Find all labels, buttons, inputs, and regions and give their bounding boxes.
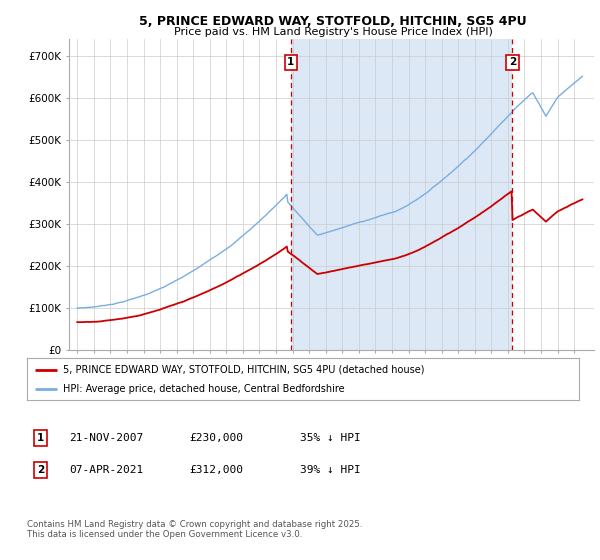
Text: £230,000: £230,000 xyxy=(189,433,243,443)
Text: 35% ↓ HPI: 35% ↓ HPI xyxy=(300,433,361,443)
Text: 2: 2 xyxy=(509,57,516,67)
Text: 07-APR-2021: 07-APR-2021 xyxy=(69,465,143,475)
Text: 5, PRINCE EDWARD WAY, STOTFOLD, HITCHIN, SG5 4PU: 5, PRINCE EDWARD WAY, STOTFOLD, HITCHIN,… xyxy=(139,15,527,28)
Text: Contains HM Land Registry data © Crown copyright and database right 2025.
This d: Contains HM Land Registry data © Crown c… xyxy=(27,520,362,539)
Text: 5, PRINCE EDWARD WAY, STOTFOLD, HITCHIN, SG5 4PU (detached house): 5, PRINCE EDWARD WAY, STOTFOLD, HITCHIN,… xyxy=(63,365,424,375)
Text: Price paid vs. HM Land Registry's House Price Index (HPI): Price paid vs. HM Land Registry's House … xyxy=(173,27,493,37)
Text: 21-NOV-2007: 21-NOV-2007 xyxy=(69,433,143,443)
Text: 2: 2 xyxy=(37,465,44,475)
Text: HPI: Average price, detached house, Central Bedfordshire: HPI: Average price, detached house, Cent… xyxy=(63,384,344,394)
Text: 1: 1 xyxy=(287,57,295,67)
Text: 1: 1 xyxy=(37,433,44,443)
Bar xyxy=(291,39,512,350)
Text: £312,000: £312,000 xyxy=(189,465,243,475)
Text: 39% ↓ HPI: 39% ↓ HPI xyxy=(300,465,361,475)
